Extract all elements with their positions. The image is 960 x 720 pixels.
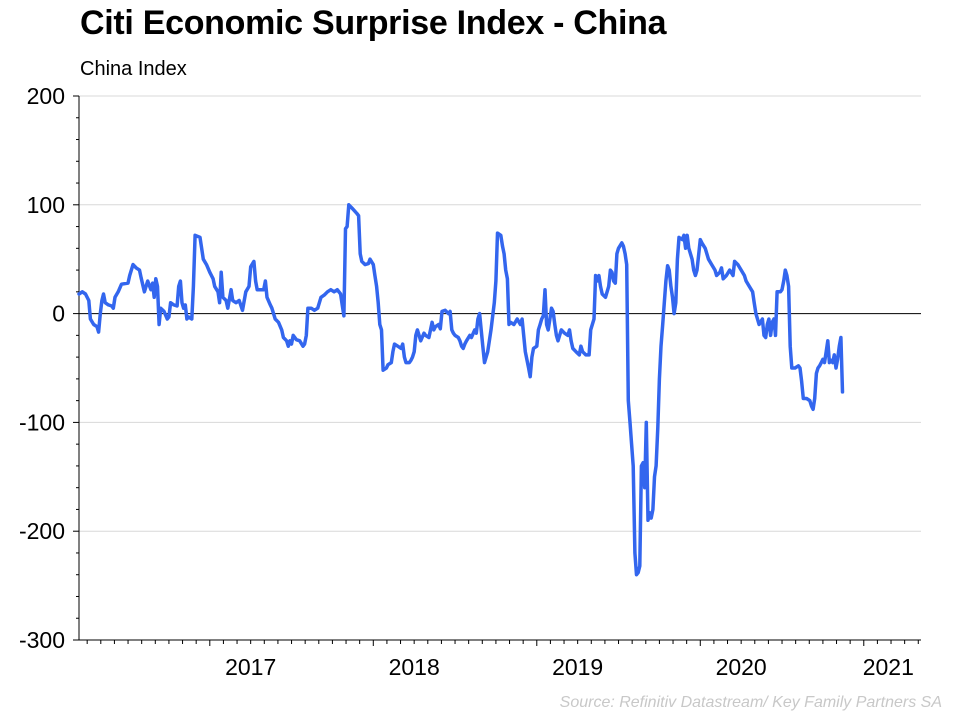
grid-layer <box>79 95 921 532</box>
series-line <box>77 203 845 577</box>
label-layer: 200 100 0 -100 -200 -300 2017 2018 2019 2020 2021 <box>19 83 914 680</box>
chart-subtitle: China Index <box>80 58 187 80</box>
y-tick-label: 200 <box>27 83 65 109</box>
x-tick-label: 2020 <box>716 654 767 680</box>
x-tick-label: 2018 <box>389 654 440 680</box>
axis-layer <box>73 95 921 646</box>
chart-title: Citi Economic Surprise Index - China <box>80 4 667 42</box>
series-layer <box>77 203 845 577</box>
y-tick-label: -100 <box>19 409 65 435</box>
x-tick-label: 2021 <box>863 654 914 680</box>
source-note: Source: Refinitiv Datastream/ Key Family… <box>559 694 942 711</box>
y-tick-label: -200 <box>19 518 65 544</box>
y-tick-label: 0 <box>52 301 65 327</box>
x-tick-label: 2019 <box>552 654 603 680</box>
y-tick-label: -300 <box>19 627 65 653</box>
x-tick-label: 2017 <box>225 654 276 680</box>
y-tick-label: 100 <box>27 192 65 218</box>
